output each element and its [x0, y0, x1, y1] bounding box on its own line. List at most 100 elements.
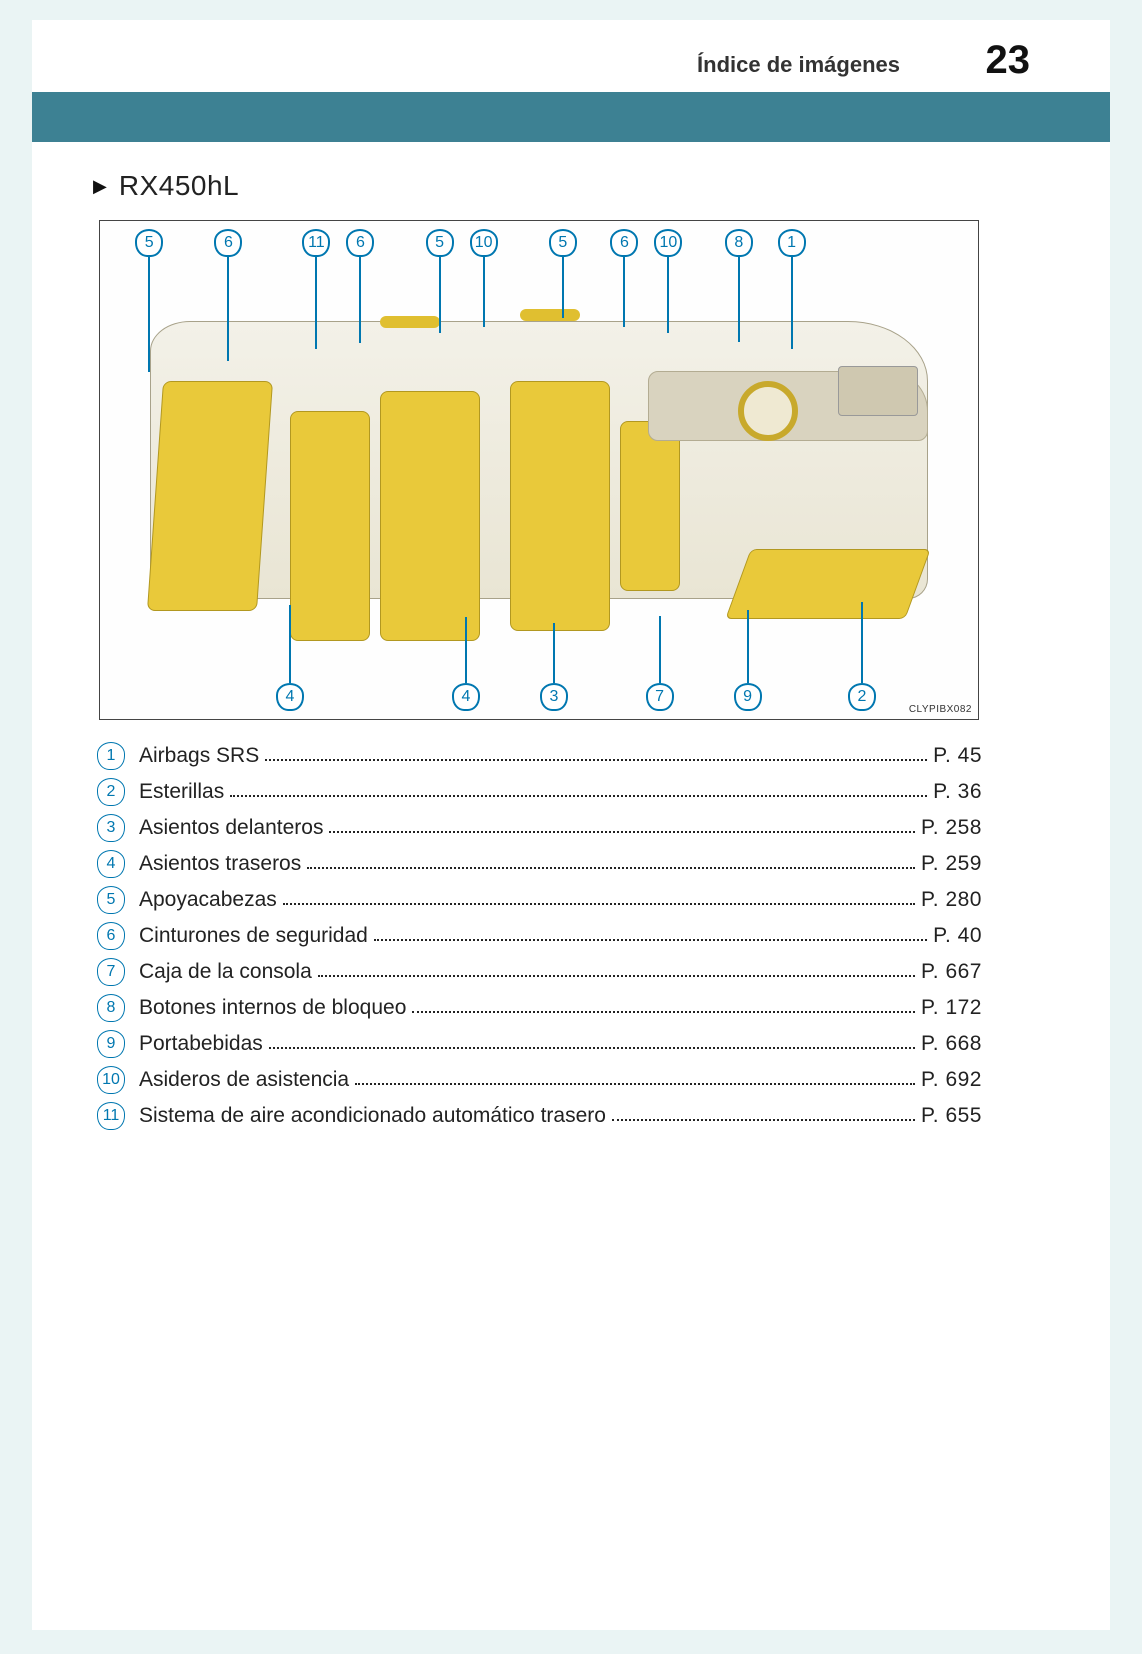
callout-leader — [553, 623, 555, 683]
section-title: Índice de imágenes — [697, 52, 900, 78]
leader-dots — [318, 975, 915, 977]
index-number-circle: 10 — [97, 1066, 125, 1094]
callout-leader — [465, 617, 467, 683]
leader-dots — [412, 1011, 915, 1013]
leader-dots — [265, 759, 927, 761]
index-label: Sistema de aire acondicionado automático… — [139, 1104, 606, 1128]
page-number: 23 — [986, 38, 1031, 83]
index-number-circle: 8 — [97, 994, 125, 1022]
index-label: Esterillas — [139, 780, 224, 804]
index-label: Caja de la consola — [139, 960, 312, 984]
index-label: Apoyacabezas — [139, 888, 277, 912]
callout-leader — [483, 257, 485, 327]
page-reference: P. 692 — [921, 1068, 982, 1092]
interior-figure: CLYPIBX082 56116510561081443792 — [99, 220, 979, 720]
index-number-circle: 11 — [97, 1102, 125, 1130]
model-name: RX450hL — [119, 170, 239, 202]
triangle-marker-icon: ▶ — [93, 176, 107, 197]
page-reference: P. 259 — [921, 852, 982, 876]
callout-leader — [861, 602, 863, 683]
callout-leader — [148, 257, 150, 372]
callout-circle: 8 — [725, 229, 753, 257]
header-color-band — [32, 92, 1110, 142]
callout-leader — [359, 257, 361, 343]
callout-circle: 6 — [346, 229, 374, 257]
index-number-circle: 9 — [97, 1030, 125, 1058]
callout-leader — [738, 257, 740, 342]
callout-leader — [623, 257, 625, 327]
index-number-circle: 4 — [97, 850, 125, 878]
index-row: 5 Apoyacabezas P. 280 — [97, 882, 982, 918]
page-reference: P. 258 — [921, 816, 982, 840]
index-label: Asientos traseros — [139, 852, 301, 876]
index-row: 8 Botones internos de bloqueo P. 172 — [97, 990, 982, 1026]
index-row: 1 Airbags SRS P. 45 — [97, 738, 982, 774]
callout-circle: 1 — [778, 229, 806, 257]
page-reference: P. 667 — [921, 960, 982, 984]
callout-leader — [315, 257, 317, 349]
callout-circle: 6 — [610, 229, 638, 257]
callout-circle: 4 — [276, 683, 304, 711]
model-subheading: ▶ RX450hL — [93, 170, 1047, 202]
index-row: 6 Cinturones de seguridad P. 40 — [97, 918, 982, 954]
callout-leader — [747, 610, 749, 683]
leader-dots — [374, 939, 927, 941]
figure-code: CLYPIBX082 — [909, 704, 972, 715]
callout-leader — [439, 257, 441, 333]
page-reference: P. 45 — [933, 744, 982, 768]
callout-circle: 6 — [214, 229, 242, 257]
index-label: Asientos delanteros — [139, 816, 323, 840]
index-row: 10 Asideros de asistencia P. 692 — [97, 1062, 982, 1098]
index-list: 1 Airbags SRS P. 45 2 Esterillas P. 36 3 Asient… — [97, 738, 982, 1134]
page-reference: P. 36 — [933, 780, 982, 804]
callout-circle: 2 — [848, 683, 876, 711]
callout-circle: 5 — [426, 229, 454, 257]
callout-circle: 5 — [549, 229, 577, 257]
callout-leader — [659, 616, 661, 683]
leader-dots — [269, 1047, 915, 1049]
leader-dots — [307, 867, 915, 869]
leader-dots — [355, 1083, 915, 1085]
page-reference: P. 280 — [921, 888, 982, 912]
index-row: 9 Portabebidas P. 668 — [97, 1026, 982, 1062]
index-number-circle: 1 — [97, 742, 125, 770]
callout-circle: 4 — [452, 683, 480, 711]
index-label: Botones internos de bloqueo — [139, 996, 406, 1020]
callout-circle: 10 — [654, 229, 682, 257]
callout-leader — [227, 257, 229, 361]
index-number-circle: 2 — [97, 778, 125, 806]
leader-dots — [230, 795, 927, 797]
callout-circle: 9 — [734, 683, 762, 711]
callout-leader — [562, 257, 564, 318]
callout-circle: 11 — [302, 229, 330, 257]
interior-illustration — [120, 261, 958, 669]
page-content: ▶ RX450hL — [97, 170, 1047, 1134]
index-number-circle: 7 — [97, 958, 125, 986]
index-row: 4 Asientos traseros P. 259 — [97, 846, 982, 882]
page-reference: P. 668 — [921, 1032, 982, 1056]
index-label: Portabebidas — [139, 1032, 263, 1056]
index-row: 2 Esterillas P. 36 — [97, 774, 982, 810]
index-label: Airbags SRS — [139, 744, 259, 768]
page-reference: P. 172 — [921, 996, 982, 1020]
index-label: Cinturones de seguridad — [139, 924, 368, 948]
page-reference: P. 40 — [933, 924, 982, 948]
leader-dots — [329, 831, 915, 833]
callout-leader — [289, 605, 291, 683]
callout-circle: 3 — [540, 683, 568, 711]
page-reference: P. 655 — [921, 1104, 982, 1128]
index-number-circle: 6 — [97, 922, 125, 950]
index-row: 3 Asientos delanteros P. 258 — [97, 810, 982, 846]
callout-leader — [667, 257, 669, 333]
callout-leader — [791, 257, 793, 349]
index-label: Asideros de asistencia — [139, 1068, 349, 1092]
index-number-circle: 3 — [97, 814, 125, 842]
manual-page: Índice de imágenes 23 ▶ RX450hL — [32, 20, 1110, 1630]
index-row: 11 Sistema de aire acondicionado automáti… — [97, 1098, 982, 1134]
leader-dots — [612, 1119, 915, 1121]
index-row: 7 Caja de la consola P. 667 — [97, 954, 982, 990]
index-number-circle: 5 — [97, 886, 125, 914]
callout-circle: 10 — [470, 229, 498, 257]
callout-circle: 5 — [135, 229, 163, 257]
leader-dots — [283, 903, 915, 905]
